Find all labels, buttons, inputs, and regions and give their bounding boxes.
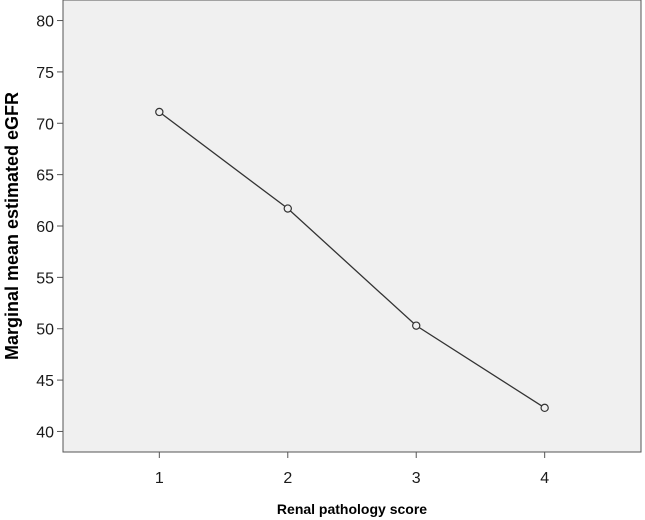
plot-area xyxy=(62,0,642,453)
y-tick-label: 70 xyxy=(36,116,54,133)
y-tick-label: 40 xyxy=(36,424,54,441)
y-tick-label: 65 xyxy=(36,168,54,185)
y-axis-title: Marginal mean estimated eGFR xyxy=(2,92,22,360)
x-axis: 1 2 3 4 xyxy=(155,452,549,487)
y-tick-label: 45 xyxy=(36,373,54,390)
x-tick-label: 3 xyxy=(412,470,421,487)
y-tick-label: 75 xyxy=(36,65,54,82)
y-tick-label: 60 xyxy=(36,219,54,236)
data-point-marker xyxy=(540,403,549,413)
data-point-marker xyxy=(283,204,292,213)
x-tick-label: 1 xyxy=(155,470,164,487)
data-point-marker xyxy=(155,107,164,117)
y-tick-label: 80 xyxy=(36,14,54,31)
x-axis-title: Renal pathology score xyxy=(277,501,427,517)
x-tick-label: 2 xyxy=(283,470,292,487)
y-tick-label: 55 xyxy=(36,270,54,287)
x-tick-label: 4 xyxy=(540,470,549,487)
y-tick-label: 50 xyxy=(36,322,54,339)
series-line-group xyxy=(155,107,549,413)
data-point-marker xyxy=(412,321,421,330)
y-axis: 40 45 50 55 60 65 70 75 80 xyxy=(36,14,63,441)
series-line xyxy=(158,111,546,409)
